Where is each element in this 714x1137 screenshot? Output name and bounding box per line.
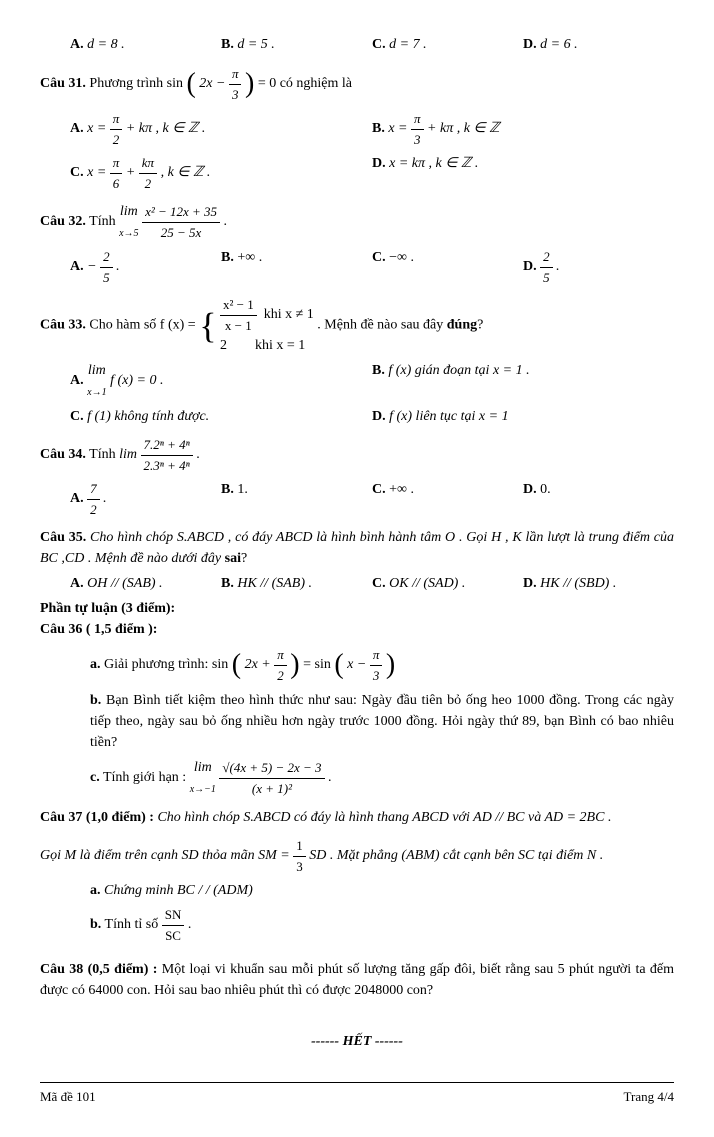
q35-opt-a: A. OH // (SAB) . bbox=[70, 573, 221, 594]
q32-opt-d: D. 25 . bbox=[523, 247, 674, 287]
q34-opt-d: D. 0. bbox=[523, 479, 674, 519]
q30-options: A. d = 8 . B. d = 5 . C. d = 7 . D. d = … bbox=[70, 34, 674, 55]
q36-c: c. Tính giới hạn : limx→−1 √(4x + 5) − 2… bbox=[90, 757, 674, 799]
q37: Câu 37 (1,0 điểm) : Cho hình chóp S.ABCD… bbox=[40, 807, 674, 828]
paren-right-icon: ) bbox=[245, 68, 254, 99]
q34-opt-b: B. 1. bbox=[221, 479, 372, 519]
q33-opt-c: C. f (1) không tính được. bbox=[70, 406, 372, 427]
q35: Câu 35. Cho hình chóp S.ABCD , có đáy AB… bbox=[40, 527, 674, 569]
section-tuluan: Phần tự luận (3 điểm): bbox=[40, 598, 674, 619]
paren-left-icon: ( bbox=[186, 68, 195, 99]
q36-label: Câu 36 ( 1,5 điểm ): bbox=[40, 619, 674, 640]
footer: Mã đề 101 Trang 4/4 bbox=[40, 1087, 674, 1107]
q32-opt-b: B. +∞ . bbox=[221, 247, 372, 287]
q32-options: A. − 25 . B. +∞ . C. −∞ . D. 25 . bbox=[70, 247, 674, 287]
q37-a: a. Chứng minh BC / / (ADM) bbox=[90, 880, 674, 901]
q31-opt-d: D. x = kπ , k ∈ ℤ . bbox=[372, 153, 674, 193]
q32-opt-c: C. −∞ . bbox=[372, 247, 523, 287]
q31-stem-pre: Phương trình sin bbox=[89, 76, 183, 91]
q31-opt-a: A. x = π2 + kπ , k ∈ ℤ . bbox=[70, 109, 372, 149]
q32-label: Câu 32. bbox=[40, 214, 86, 229]
q37-line2: Gọi M là điểm trên cạnh SD thỏa mãn SM =… bbox=[40, 836, 674, 876]
q31-stem-post: = 0 có nghiệm là bbox=[258, 76, 352, 91]
q36-b: b. Bạn Bình tiết kiệm theo hình thức như… bbox=[90, 690, 674, 753]
q31-row1: A. x = π2 + kπ , k ∈ ℤ . B. x = π3 + kπ … bbox=[70, 109, 674, 149]
q35-options: A. OH // (SAB) . B. HK // (SAB) . C. OK … bbox=[70, 573, 674, 594]
q30-opt-c: C. d = 7 . bbox=[372, 34, 523, 55]
paren-right-icon: ) bbox=[290, 649, 299, 680]
paren-right-icon: ) bbox=[386, 649, 395, 680]
q36-a: a. Giải phương trình: sin ( 2x + π2 ) = … bbox=[90, 644, 674, 686]
q35-opt-b: B. HK // (SAB) . bbox=[221, 573, 372, 594]
q38-label: Câu 38 (0,5 điểm) : bbox=[40, 962, 157, 977]
q30-opt-a: A. d = 8 . bbox=[70, 34, 221, 55]
q33-label: Câu 33. bbox=[40, 318, 86, 333]
q30-opt-b: B. d = 5 . bbox=[221, 34, 372, 55]
brace-icon: { bbox=[199, 306, 216, 346]
q33-opt-b: B. f (x) gián đoạn tại x = 1 . bbox=[372, 360, 674, 402]
q33-row2: C. f (1) không tính được. D. f (x) liên … bbox=[70, 406, 674, 427]
q33-row1: A. limx→1 f (x) = 0 . B. f (x) gián đoạn… bbox=[70, 360, 674, 402]
q32-opt-a: A. − 25 . bbox=[70, 247, 221, 287]
q34: Câu 34. Tính lim 7.2ⁿ + 4ⁿ2.3ⁿ + 4ⁿ . bbox=[40, 435, 674, 475]
q35-opt-d: D. HK // (SBD) . bbox=[523, 573, 674, 594]
q31-label: Câu 31. bbox=[40, 76, 86, 91]
q35-label: Câu 35. bbox=[40, 530, 86, 545]
q33-opt-d: D. f (x) liên tục tại x = 1 bbox=[372, 406, 674, 427]
q32: Câu 32. Tính limx→5 x² − 12x + 3525 − 5x… bbox=[40, 201, 674, 243]
q34-options: A. 72 . B. 1. C. +∞ . D. 0. bbox=[70, 479, 674, 519]
q37-b: b. Tính tỉ số SNSC . bbox=[90, 905, 674, 945]
q31: Câu 31. Phương trình sin ( 2x − π3 ) = 0… bbox=[40, 63, 674, 105]
q34-label: Câu 34. bbox=[40, 447, 86, 462]
footer-divider bbox=[40, 1082, 674, 1083]
q31-opt-c: C. x = π6 + kπ2 , k ∈ ℤ . bbox=[70, 153, 372, 193]
q35-opt-c: C. OK // (SAD) . bbox=[372, 573, 523, 594]
q37-label: Câu 37 (1,0 điểm) : bbox=[40, 810, 154, 825]
q34-opt-c: C. +∞ . bbox=[372, 479, 523, 519]
paren-left-icon: ( bbox=[232, 649, 241, 680]
q38: Câu 38 (0,5 điểm) : Một loại vi khuẩn sa… bbox=[40, 959, 674, 1001]
q33: Câu 33. Cho hàm số f (x) = { x² − 1x − 1… bbox=[40, 295, 674, 356]
q31-opt-b: B. x = π3 + kπ , k ∈ ℤ bbox=[372, 109, 674, 149]
q34-opt-a: A. 72 . bbox=[70, 479, 221, 519]
footer-right: Trang 4/4 bbox=[624, 1087, 674, 1107]
q33-opt-a: A. limx→1 f (x) = 0 . bbox=[70, 360, 372, 402]
q30-opt-d: D. d = 6 . bbox=[523, 34, 674, 55]
footer-left: Mã đề 101 bbox=[40, 1087, 96, 1107]
end-marker: ------ HẾT ------ bbox=[40, 1031, 674, 1052]
q31-row2: C. x = π6 + kπ2 , k ∈ ℤ . D. x = kπ , k … bbox=[70, 153, 674, 193]
paren-left-icon: ( bbox=[334, 649, 343, 680]
